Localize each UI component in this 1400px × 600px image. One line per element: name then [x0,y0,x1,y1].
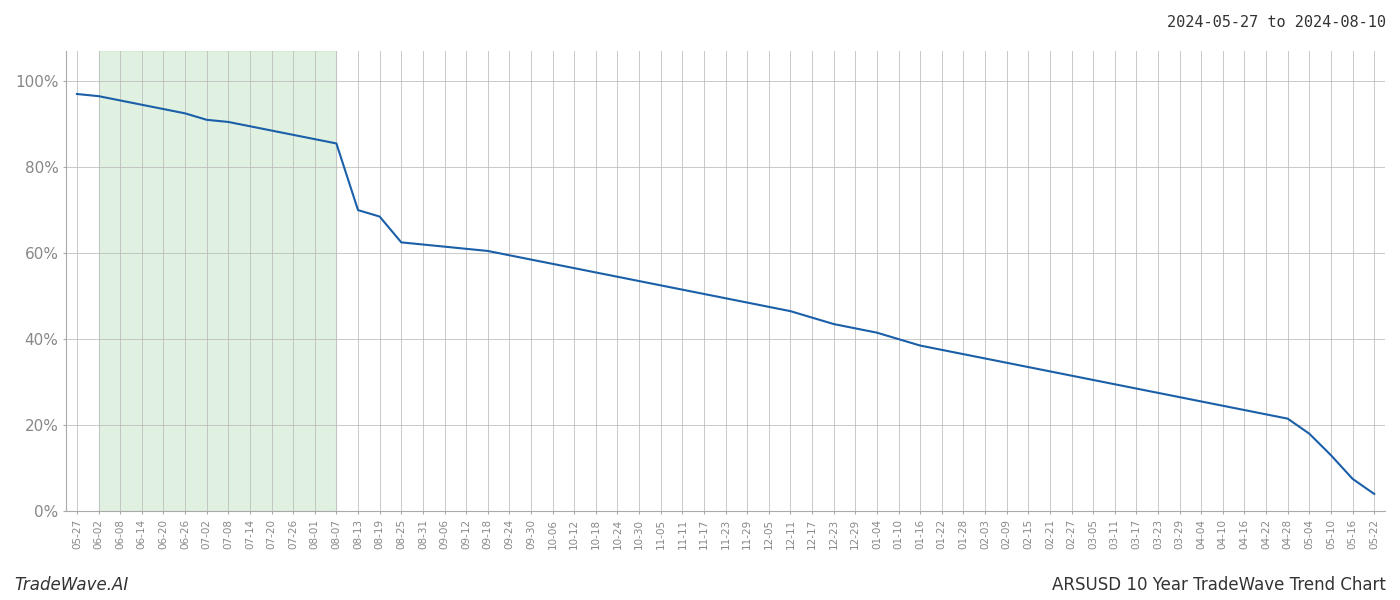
Text: ARSUSD 10 Year TradeWave Trend Chart: ARSUSD 10 Year TradeWave Trend Chart [1053,576,1386,594]
Bar [98,51,336,511]
Text: TradeWave.AI: TradeWave.AI [14,576,129,594]
Text: 2024-05-27 to 2024-08-10: 2024-05-27 to 2024-08-10 [1168,15,1386,30]
